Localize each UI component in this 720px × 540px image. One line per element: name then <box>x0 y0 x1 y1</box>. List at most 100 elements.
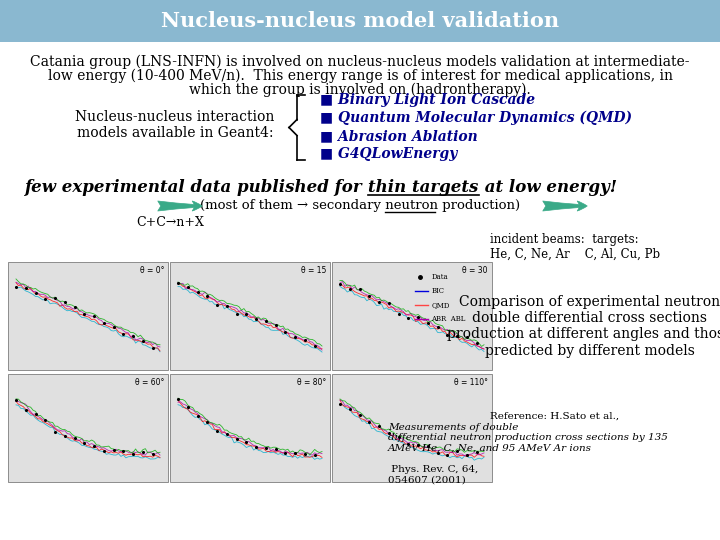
Point <box>69 434 81 443</box>
Point <box>59 298 71 306</box>
Bar <box>332 374 492 482</box>
Point <box>202 291 213 300</box>
Text: ■ Quantum Molecular Dynamics (QMD): ■ Quantum Molecular Dynamics (QMD) <box>320 111 632 125</box>
Point <box>202 417 213 426</box>
Point <box>251 443 262 452</box>
Point <box>432 449 444 457</box>
Text: ■ Abrasion Ablation: ■ Abrasion Ablation <box>320 129 478 143</box>
Point <box>383 299 395 307</box>
Point <box>240 438 252 447</box>
Text: ABR  ABL: ABR ABL <box>431 315 466 323</box>
Text: ■ G4QLowEnergy: ■ G4QLowEnergy <box>320 147 457 161</box>
Text: BIC: BIC <box>431 287 444 295</box>
Text: θ = 30: θ = 30 <box>462 266 488 275</box>
Text: C+C→n+X: C+C→n+X <box>136 215 204 228</box>
Point <box>344 404 356 413</box>
Point <box>461 333 472 341</box>
Text: ■ Binary Light Ion Cascade: ■ Binary Light Ion Cascade <box>320 93 535 107</box>
Point <box>260 444 271 453</box>
Point <box>127 449 139 458</box>
Point <box>364 292 375 300</box>
Point <box>10 283 22 292</box>
Point <box>299 450 310 458</box>
Point <box>471 339 482 348</box>
Point <box>172 279 184 287</box>
Bar <box>0 0 720 42</box>
Text: QMD: QMD <box>431 301 449 309</box>
Bar <box>8 374 168 482</box>
Point <box>108 323 120 332</box>
Point <box>147 343 158 352</box>
Point <box>192 411 203 420</box>
Point <box>221 430 233 438</box>
Point <box>137 336 148 345</box>
Text: at low energy!: at low energy! <box>479 179 617 197</box>
Point <box>393 433 405 442</box>
Point <box>451 447 463 456</box>
Text: few experimental data published for: few experimental data published for <box>25 179 369 197</box>
Point <box>334 279 346 288</box>
Point <box>30 289 41 298</box>
Point <box>354 410 365 419</box>
Point <box>451 332 463 341</box>
Point <box>461 450 472 459</box>
Text: Measurements of double
differential neutron production cross sections by 135
AMe: Measurements of double differential neut… <box>388 423 668 453</box>
Point <box>393 310 405 319</box>
Text: Catania group (LNS-INFN) is involved on nucleus-nucleus models validation at int: Catania group (LNS-INFN) is involved on … <box>30 55 690 69</box>
Point <box>211 301 222 310</box>
Point <box>299 335 310 344</box>
Point <box>78 439 90 448</box>
Point <box>10 396 22 404</box>
Point <box>344 285 356 294</box>
Point <box>231 310 243 319</box>
Point <box>279 327 291 336</box>
Point <box>334 400 346 408</box>
Text: Comparison of experimental neutron
double differential cross sections
production: Comparison of experimental neutron doubl… <box>447 295 720 357</box>
Text: θ = 80°: θ = 80° <box>297 378 326 387</box>
Point <box>471 448 482 456</box>
Point <box>69 303 81 312</box>
Point <box>182 403 194 411</box>
Point <box>221 302 233 310</box>
Point <box>49 293 60 302</box>
Text: low energy (10-400 MeV/n).  This energy range is of interest for medical applica: low energy (10-400 MeV/n). This energy r… <box>48 69 672 83</box>
Text: Nucleus-nucleus interaction: Nucleus-nucleus interaction <box>76 110 275 124</box>
Text: models available in Geant4:: models available in Geant4: <box>77 126 274 140</box>
Point <box>422 319 433 327</box>
Point <box>182 283 194 292</box>
Point <box>260 317 271 326</box>
Point <box>373 422 384 430</box>
Point <box>172 395 184 404</box>
Point <box>127 331 139 340</box>
Bar <box>8 262 168 370</box>
Text: θ = 0°: θ = 0° <box>140 266 164 275</box>
Point <box>89 442 100 451</box>
Text: θ = 15: θ = 15 <box>301 266 326 275</box>
Point <box>251 314 262 323</box>
Point <box>20 406 32 415</box>
Point <box>270 445 282 454</box>
Point <box>441 330 453 339</box>
Point <box>402 440 414 449</box>
Point <box>40 295 51 303</box>
Point <box>279 448 291 457</box>
Point <box>413 313 424 321</box>
Point <box>108 446 120 454</box>
Point <box>270 321 282 329</box>
Text: incident beams:  targets:: incident beams: targets: <box>490 233 639 246</box>
Point <box>137 448 148 456</box>
Point <box>354 285 365 293</box>
Point <box>309 342 320 350</box>
Text: which the group is involved on (hadrontherapy).: which the group is involved on (hadronth… <box>189 83 531 97</box>
Text: thin targets: thin targets <box>369 179 479 197</box>
Point <box>30 409 41 418</box>
Point <box>422 442 433 450</box>
Point <box>231 435 243 443</box>
Point <box>211 426 222 435</box>
Point <box>98 447 109 455</box>
Text: θ = 60°: θ = 60° <box>135 378 164 387</box>
Text: Phys. Rev. C, 64,
054607 (2001): Phys. Rev. C, 64, 054607 (2001) <box>388 465 478 484</box>
Bar <box>170 262 330 370</box>
Point <box>49 428 60 436</box>
Point <box>402 314 414 323</box>
